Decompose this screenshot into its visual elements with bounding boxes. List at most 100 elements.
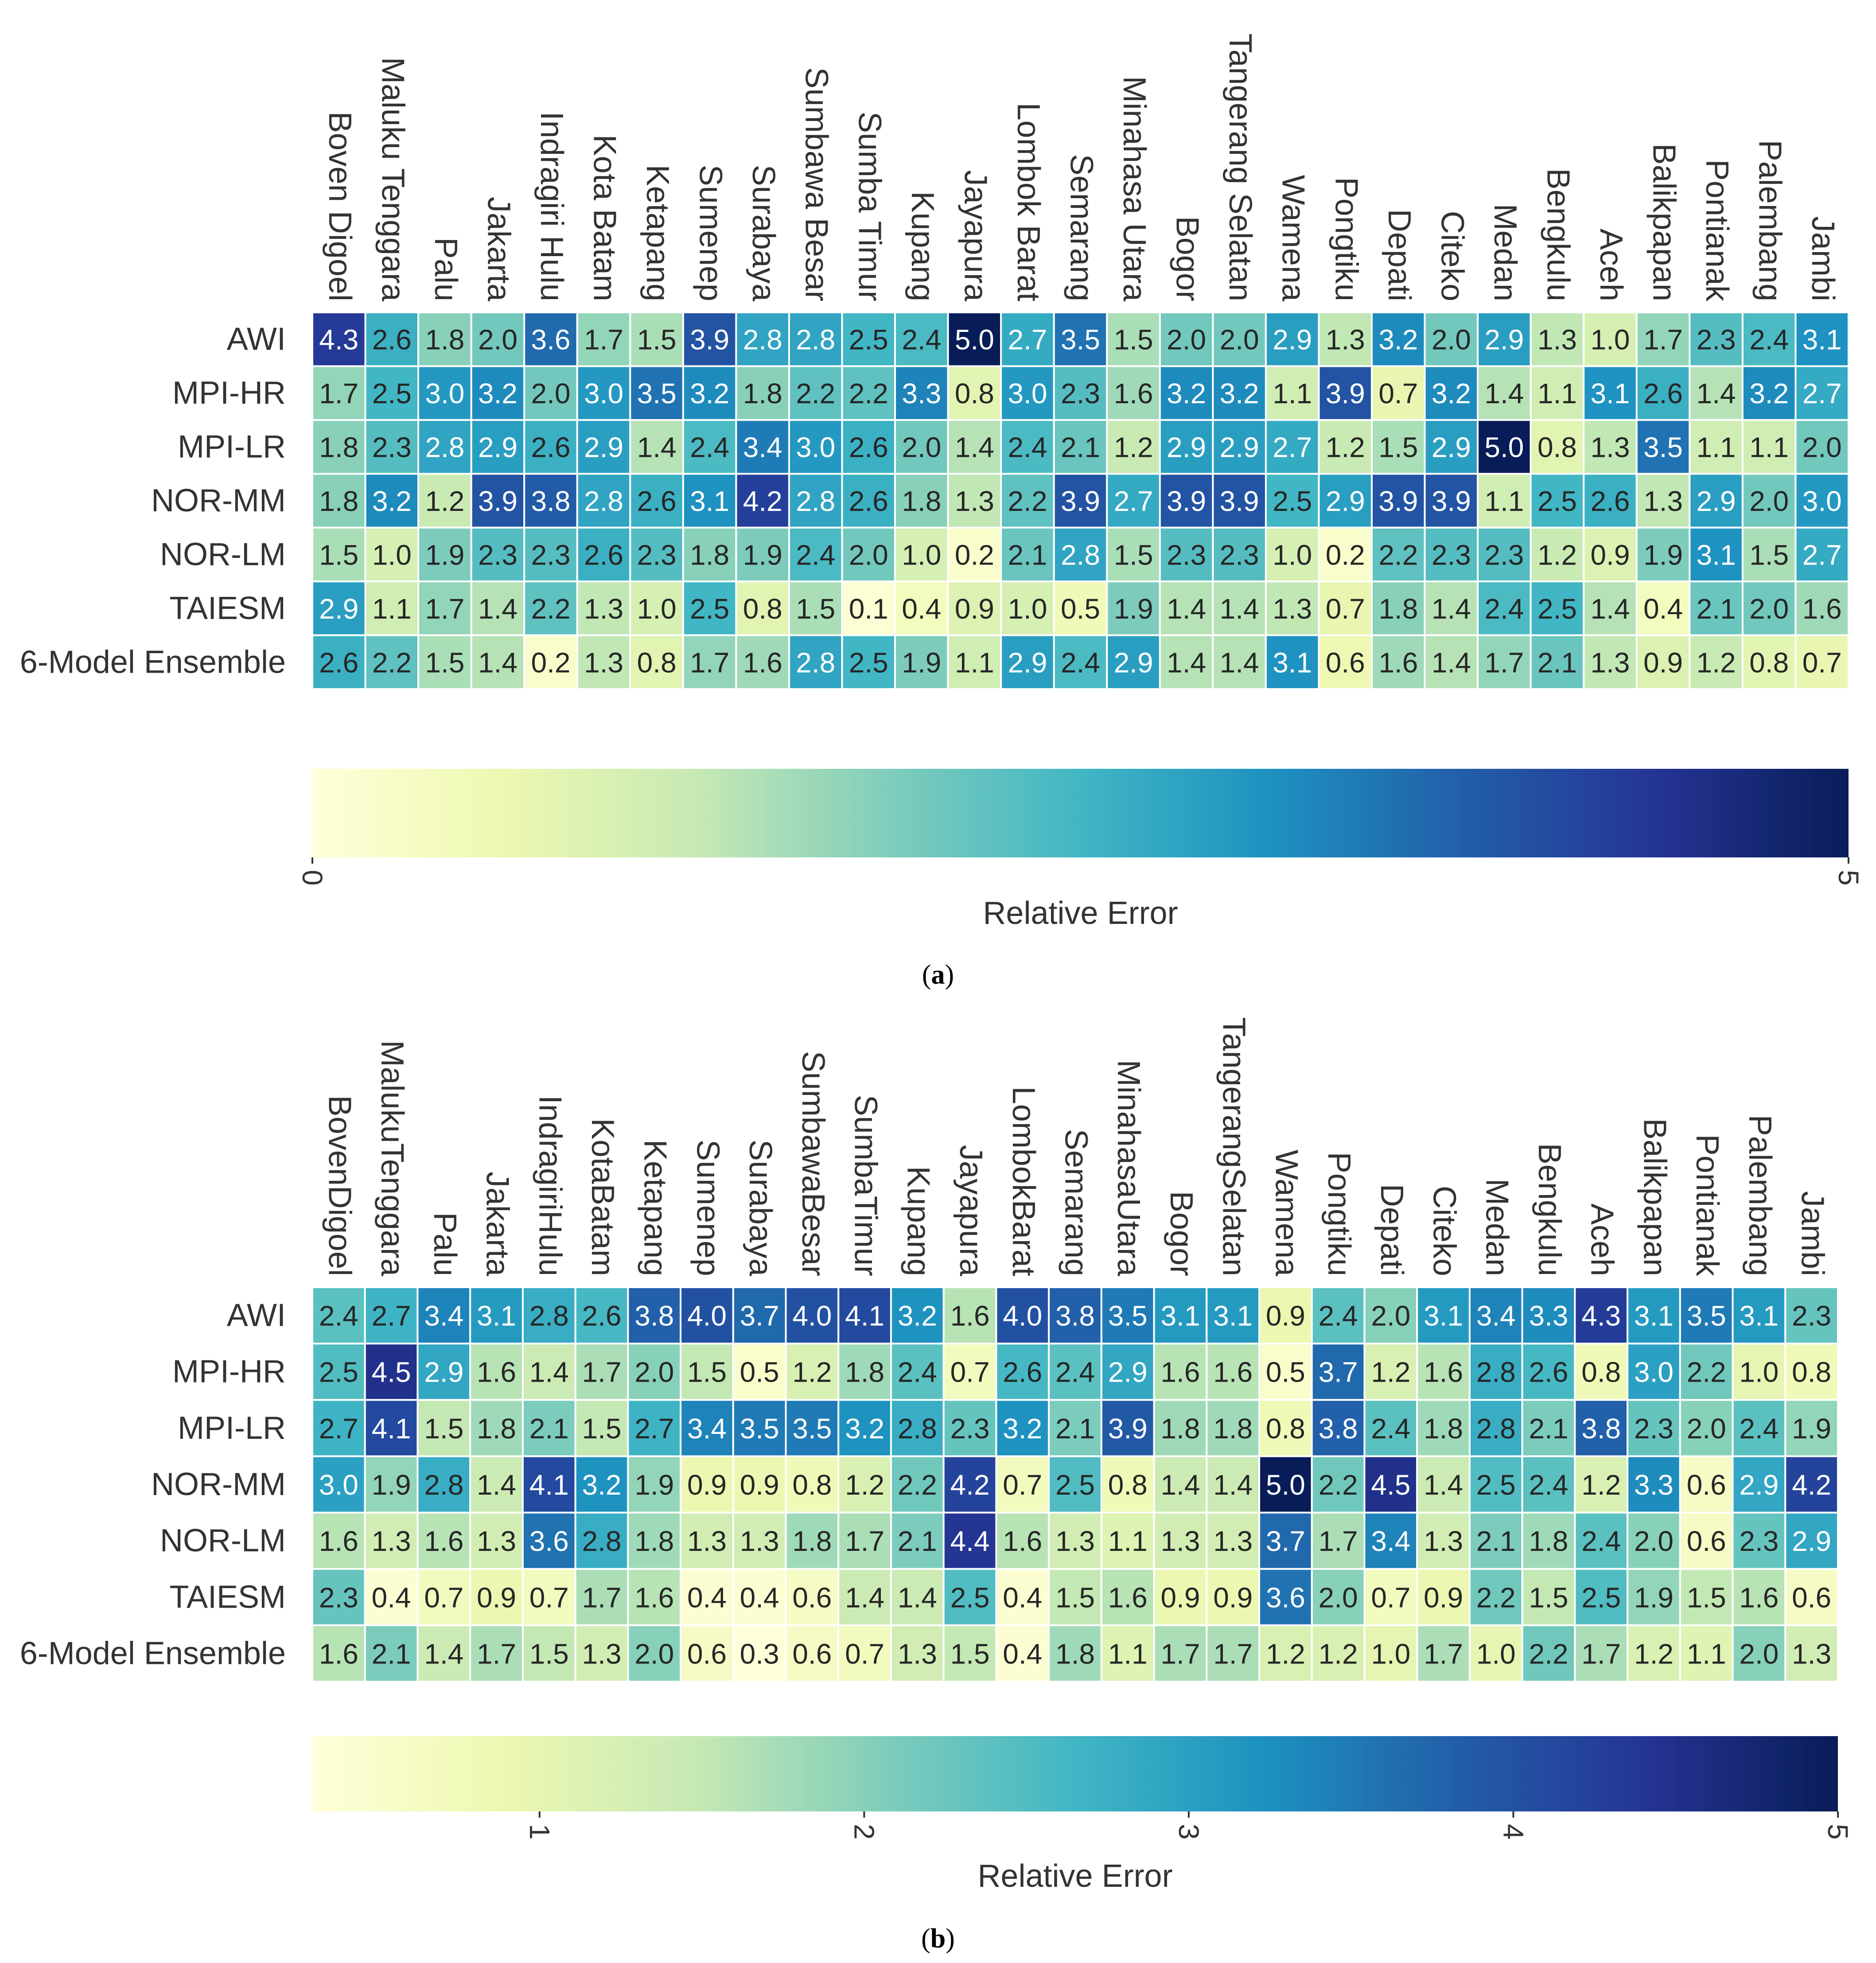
cell-value-label: 2.2: [796, 378, 835, 409]
cell-value-label: 1.6: [1114, 378, 1153, 409]
cell-value-label: 2.4: [898, 1356, 937, 1388]
heatmap-cell: [574, 1286, 629, 1345]
cell-value-label: 1.0: [1739, 1356, 1779, 1388]
cell-value-label: 2.2: [849, 378, 888, 409]
heatmap-cell: [1794, 580, 1849, 636]
column-label: Aceh: [1584, 1204, 1620, 1276]
heatmap-cell: [785, 1568, 840, 1626]
cell-value-label: 1.3: [1424, 1525, 1463, 1557]
heatmap-cell: [680, 1568, 734, 1626]
cell-value-label: 1.2: [1537, 539, 1577, 571]
column-label: Wamena: [1269, 1150, 1304, 1277]
cell-value-label: 1.5: [424, 1413, 463, 1445]
row-label: MPI-HR: [172, 375, 286, 411]
column-label: Aceh: [1593, 229, 1629, 301]
cell-value-label: 4.5: [1371, 1469, 1410, 1501]
row-label: TAIESM: [169, 1579, 286, 1615]
heatmap-cell: [416, 1286, 471, 1345]
cell-value-label: 3.9: [1432, 485, 1471, 517]
column-label: Bengkulu: [1540, 168, 1576, 301]
heatmap-cell: [1732, 1455, 1786, 1514]
heatmap-cell: [1053, 419, 1108, 475]
cell-value-label: 3.1: [1160, 1300, 1200, 1332]
cell-value-label: 4.1: [845, 1300, 884, 1332]
heatmap-cell: [735, 419, 790, 475]
heatmap-cells-a: 4.3 2.6 1.8 2.0 3.6 1.7 1.5 3.9 2.8 2.8 2.5 2.4 5.0 2…: [311, 312, 1849, 690]
heatmap-cell: [1212, 526, 1267, 583]
heatmap-cell: [1311, 1399, 1366, 1457]
heatmap-cell: [1477, 580, 1532, 636]
cell-value-label: 0.7: [950, 1356, 990, 1388]
cell-value-label: 2.6: [1643, 378, 1683, 409]
cell-value-label: 1.9: [1643, 539, 1683, 571]
cell-value-label: 1.1: [1537, 378, 1577, 409]
heatmap-cell: [1106, 365, 1161, 421]
column-label: Sumenep: [693, 165, 728, 301]
heatmap-cell: [1153, 1568, 1208, 1626]
cell-value-label: 2.3: [1432, 539, 1471, 571]
cell-value-label: 3.3: [902, 378, 941, 409]
cell-value-label: 0.5: [1061, 593, 1100, 625]
cell-value-label: 2.1: [1008, 539, 1047, 571]
heatmap-cell: [1159, 634, 1214, 690]
heatmap-cell: [1477, 473, 1532, 529]
heatmap-cell: [1318, 634, 1373, 690]
cell-value-label: 1.6: [477, 1356, 516, 1388]
column-label: Ketapang: [638, 1140, 673, 1276]
cell-value-label: 2.7: [1802, 378, 1842, 409]
heatmap-cell: [682, 419, 737, 475]
heatmap-cell: [788, 312, 843, 367]
cell-value-label: 1.0: [372, 539, 412, 571]
cell-value-label: 3.9: [1167, 485, 1206, 517]
cell-value-label: 0.6: [1687, 1469, 1726, 1501]
heatmap-cell: [1000, 312, 1055, 367]
heatmap-cell: [364, 473, 420, 529]
column-label: Medan: [1479, 1179, 1514, 1276]
heatmap-cell: [1416, 1568, 1471, 1626]
cell-value-label: 2.9: [1220, 432, 1259, 463]
heatmap-cell: [1371, 580, 1426, 636]
heatmap-cell: [1048, 1455, 1102, 1514]
heatmap-cell: [841, 419, 896, 475]
cell-value-label: 2.3: [1739, 1525, 1779, 1557]
cell-value-label: 3.6: [529, 1525, 569, 1557]
heatmap-cell: [1258, 1511, 1313, 1570]
heatmap-cell: [735, 473, 790, 529]
heatmap-cell: [364, 580, 420, 636]
cell-value-label: 0.4: [1003, 1581, 1042, 1613]
cell-value-label: 1.4: [1160, 1469, 1200, 1501]
row-label: 6-Model Ensemble: [20, 1636, 286, 1671]
cell-value-label: 1.4: [1484, 378, 1524, 409]
cell-value-label: 2.6: [582, 1300, 621, 1332]
row-label: MPI-HR: [172, 1354, 286, 1390]
column-label: Surabaya: [743, 1140, 778, 1277]
column-label: Depati: [1374, 1184, 1409, 1276]
cell-value-label: 1.3: [1213, 1525, 1253, 1557]
heatmap-cell: [1106, 634, 1161, 690]
heatmap-cell: [1477, 634, 1532, 690]
cell-value-label: 1.4: [1220, 593, 1259, 625]
cell-value-label: 3.0: [425, 378, 464, 409]
column-label: Pontianak: [1689, 1134, 1725, 1277]
heatmap-cell: [1265, 365, 1320, 421]
heatmap-panel-a: Boven Digoel Maluku Tenggara Palu Jakarta In…: [20, 34, 1864, 990]
heatmap-cell: [1732, 1286, 1786, 1345]
cell-value-label: 0.9: [1424, 1581, 1463, 1613]
cell-value-label: 2.5: [372, 378, 412, 409]
heatmap-cell: [1424, 365, 1479, 421]
column-label: MinahasaUtara: [1111, 1060, 1146, 1277]
cell-value-label: 1.6: [319, 1525, 358, 1557]
cell-value-label: 0.7: [1371, 1581, 1410, 1613]
cell-value-label: 3.1: [1591, 378, 1630, 409]
cell-value-label: 0.8: [1792, 1356, 1831, 1388]
heatmap-cell: [680, 1455, 734, 1514]
cell-value-label: 1.4: [845, 1581, 884, 1613]
cell-value-label: 3.0: [1802, 485, 1842, 517]
cell-value-label: 1.7: [1319, 1525, 1358, 1557]
heatmap-cell: [470, 526, 525, 583]
cell-value-label: 1.3: [1591, 432, 1630, 463]
cell-value-label: 2.4: [1008, 432, 1047, 463]
heatmap-cell: [1574, 1399, 1629, 1457]
